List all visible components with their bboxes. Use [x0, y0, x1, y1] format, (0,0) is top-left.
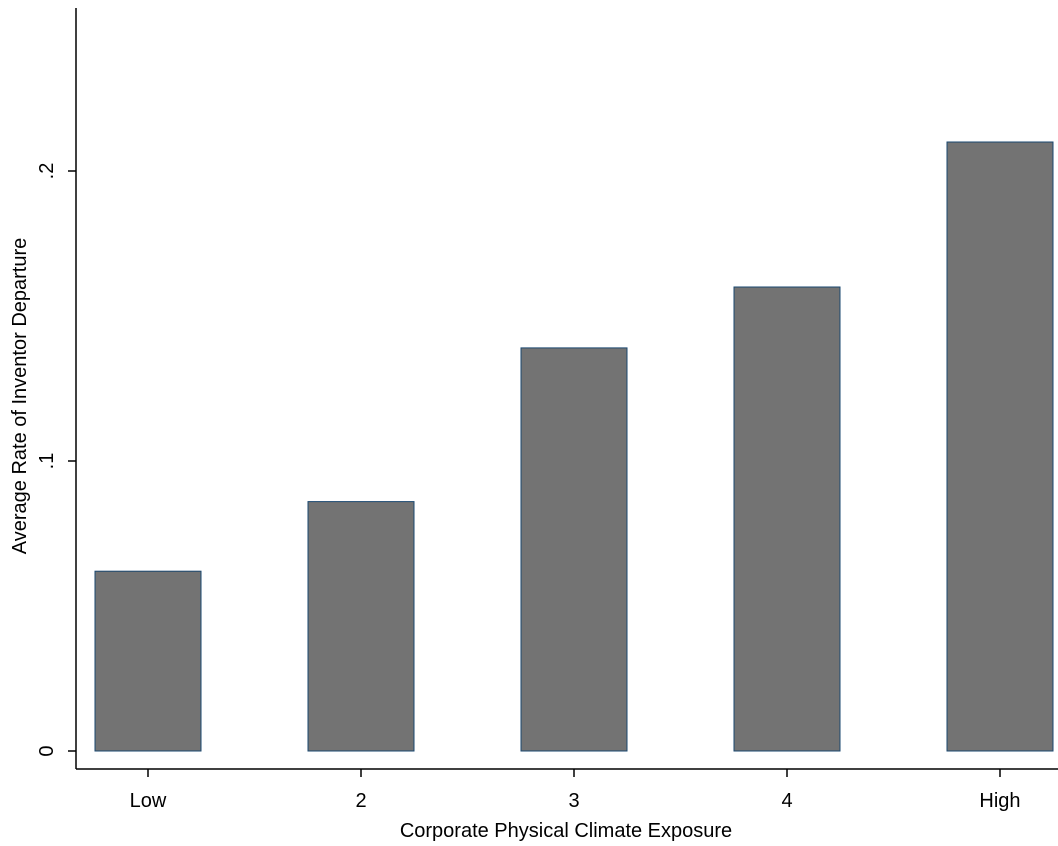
x-tick-label: 3 [568, 790, 579, 812]
bar-4 [733, 286, 841, 752]
bars-group [94, 141, 1054, 752]
x-tick-label: 2 [355, 790, 366, 812]
x-axis-title: Corporate Physical Climate Exposure [400, 820, 732, 842]
y-ticks: 0 .1 .2 [36, 163, 76, 757]
y-axis-title: Average Rate of Inventor Departure [9, 238, 31, 554]
y-axis: 0 .1 .2 [36, 8, 77, 769]
x-ticks: Low 2 3 4 High [130, 769, 1021, 812]
bar-low [94, 570, 202, 752]
x-tick-label: Low [130, 790, 167, 812]
bar-3 [520, 347, 628, 752]
bar-high [946, 141, 1054, 752]
x-tick-label: High [979, 790, 1020, 812]
x-tick-label: 4 [781, 790, 792, 812]
y-tick-label: .1 [36, 453, 58, 470]
y-tick-label: 0 [36, 745, 58, 756]
y-tick-label: .2 [36, 163, 58, 180]
bar-2 [307, 501, 415, 752]
x-axis: Low 2 3 4 High [76, 768, 1058, 812]
